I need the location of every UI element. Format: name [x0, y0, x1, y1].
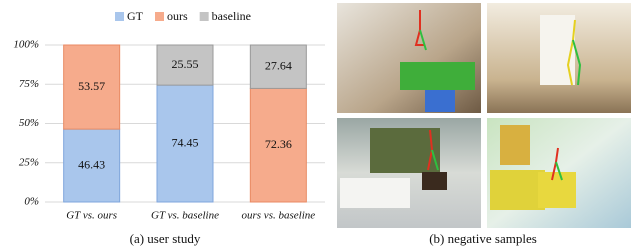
page: (a) user study (b) negative samples 0% 25… [0, 0, 633, 250]
legend-swatch [155, 12, 164, 21]
value-label: 53.57 [78, 79, 105, 93]
value-label: 46.43 [78, 157, 105, 171]
photo-living-room [337, 3, 481, 113]
legend-swatch [115, 12, 124, 21]
y-tick-label: 25% [19, 156, 39, 168]
photo-yellow-sofa [487, 118, 631, 228]
y-tick-label: 100% [13, 39, 39, 51]
x-tick-label: GT vs. baseline [151, 210, 219, 222]
legend-label: ours [167, 9, 188, 23]
value-label: 25.55 [172, 57, 199, 71]
caption: (a) user study [130, 231, 201, 246]
figure: (a) user study (b) negative samples 0% 25… [0, 0, 633, 250]
legend-swatch [200, 12, 209, 21]
y-tick-label: 75% [19, 78, 39, 90]
caption: (b) negative samples [429, 231, 537, 246]
legend-label: baseline [212, 9, 251, 23]
photo-hallway [487, 3, 631, 113]
x-tick-label: GT vs. ours [66, 210, 117, 222]
value-label: 74.45 [172, 135, 199, 149]
photo-bedroom [337, 118, 481, 228]
legend-label: GT [127, 9, 144, 23]
y-tick-label: 50% [19, 117, 39, 129]
value-label: 27.64 [265, 58, 292, 72]
value-label: 72.36 [265, 137, 292, 151]
x-tick-label: ours vs. baseline [242, 210, 316, 222]
y-tick-label: 0% [24, 196, 39, 208]
